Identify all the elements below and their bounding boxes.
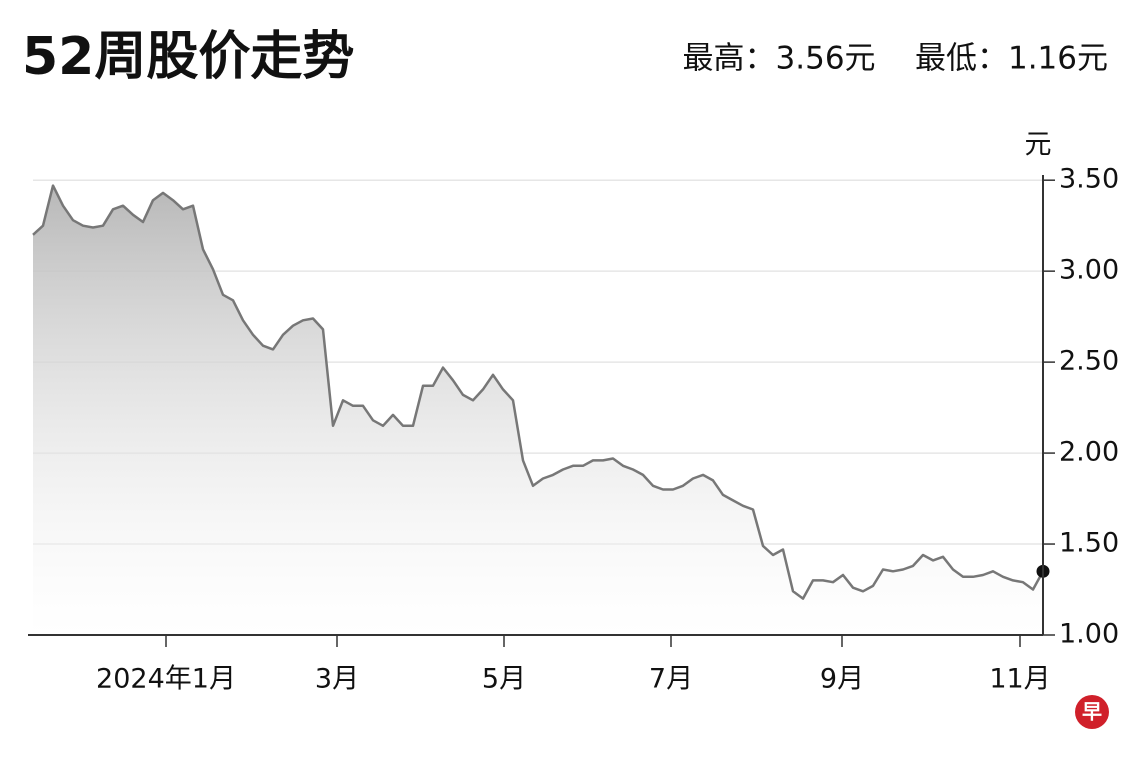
line [32,184,1045,600]
y-axis-label: 元 [1025,130,1052,161]
x-tick-label: 5月 [482,664,526,695]
y-tick-label: 2.00 [1059,437,1119,468]
y-tick-label: 2.50 [1059,346,1119,377]
logo-text: 早 [1082,700,1102,724]
chart-title: 52周股价走势 [22,27,354,87]
x-tick-label: 9月 [820,664,864,695]
y-tick-label: 3.50 [1059,164,1119,195]
chart-subtitle: 最高：3.56元 最低：1.16元 [683,41,1108,77]
x-tick-label: 11月 [989,664,1050,695]
area [33,185,1043,635]
x-tick-label: 3月 [315,664,359,695]
x-tick-label: 2024年1月 [96,664,236,695]
y-tick-label: 3.00 [1059,255,1119,286]
y-tick-label: 1.50 [1059,528,1119,559]
logo [1075,695,1109,729]
x-tick-label: 7月 [649,664,693,695]
y-tick-label: 1.00 [1059,619,1119,650]
